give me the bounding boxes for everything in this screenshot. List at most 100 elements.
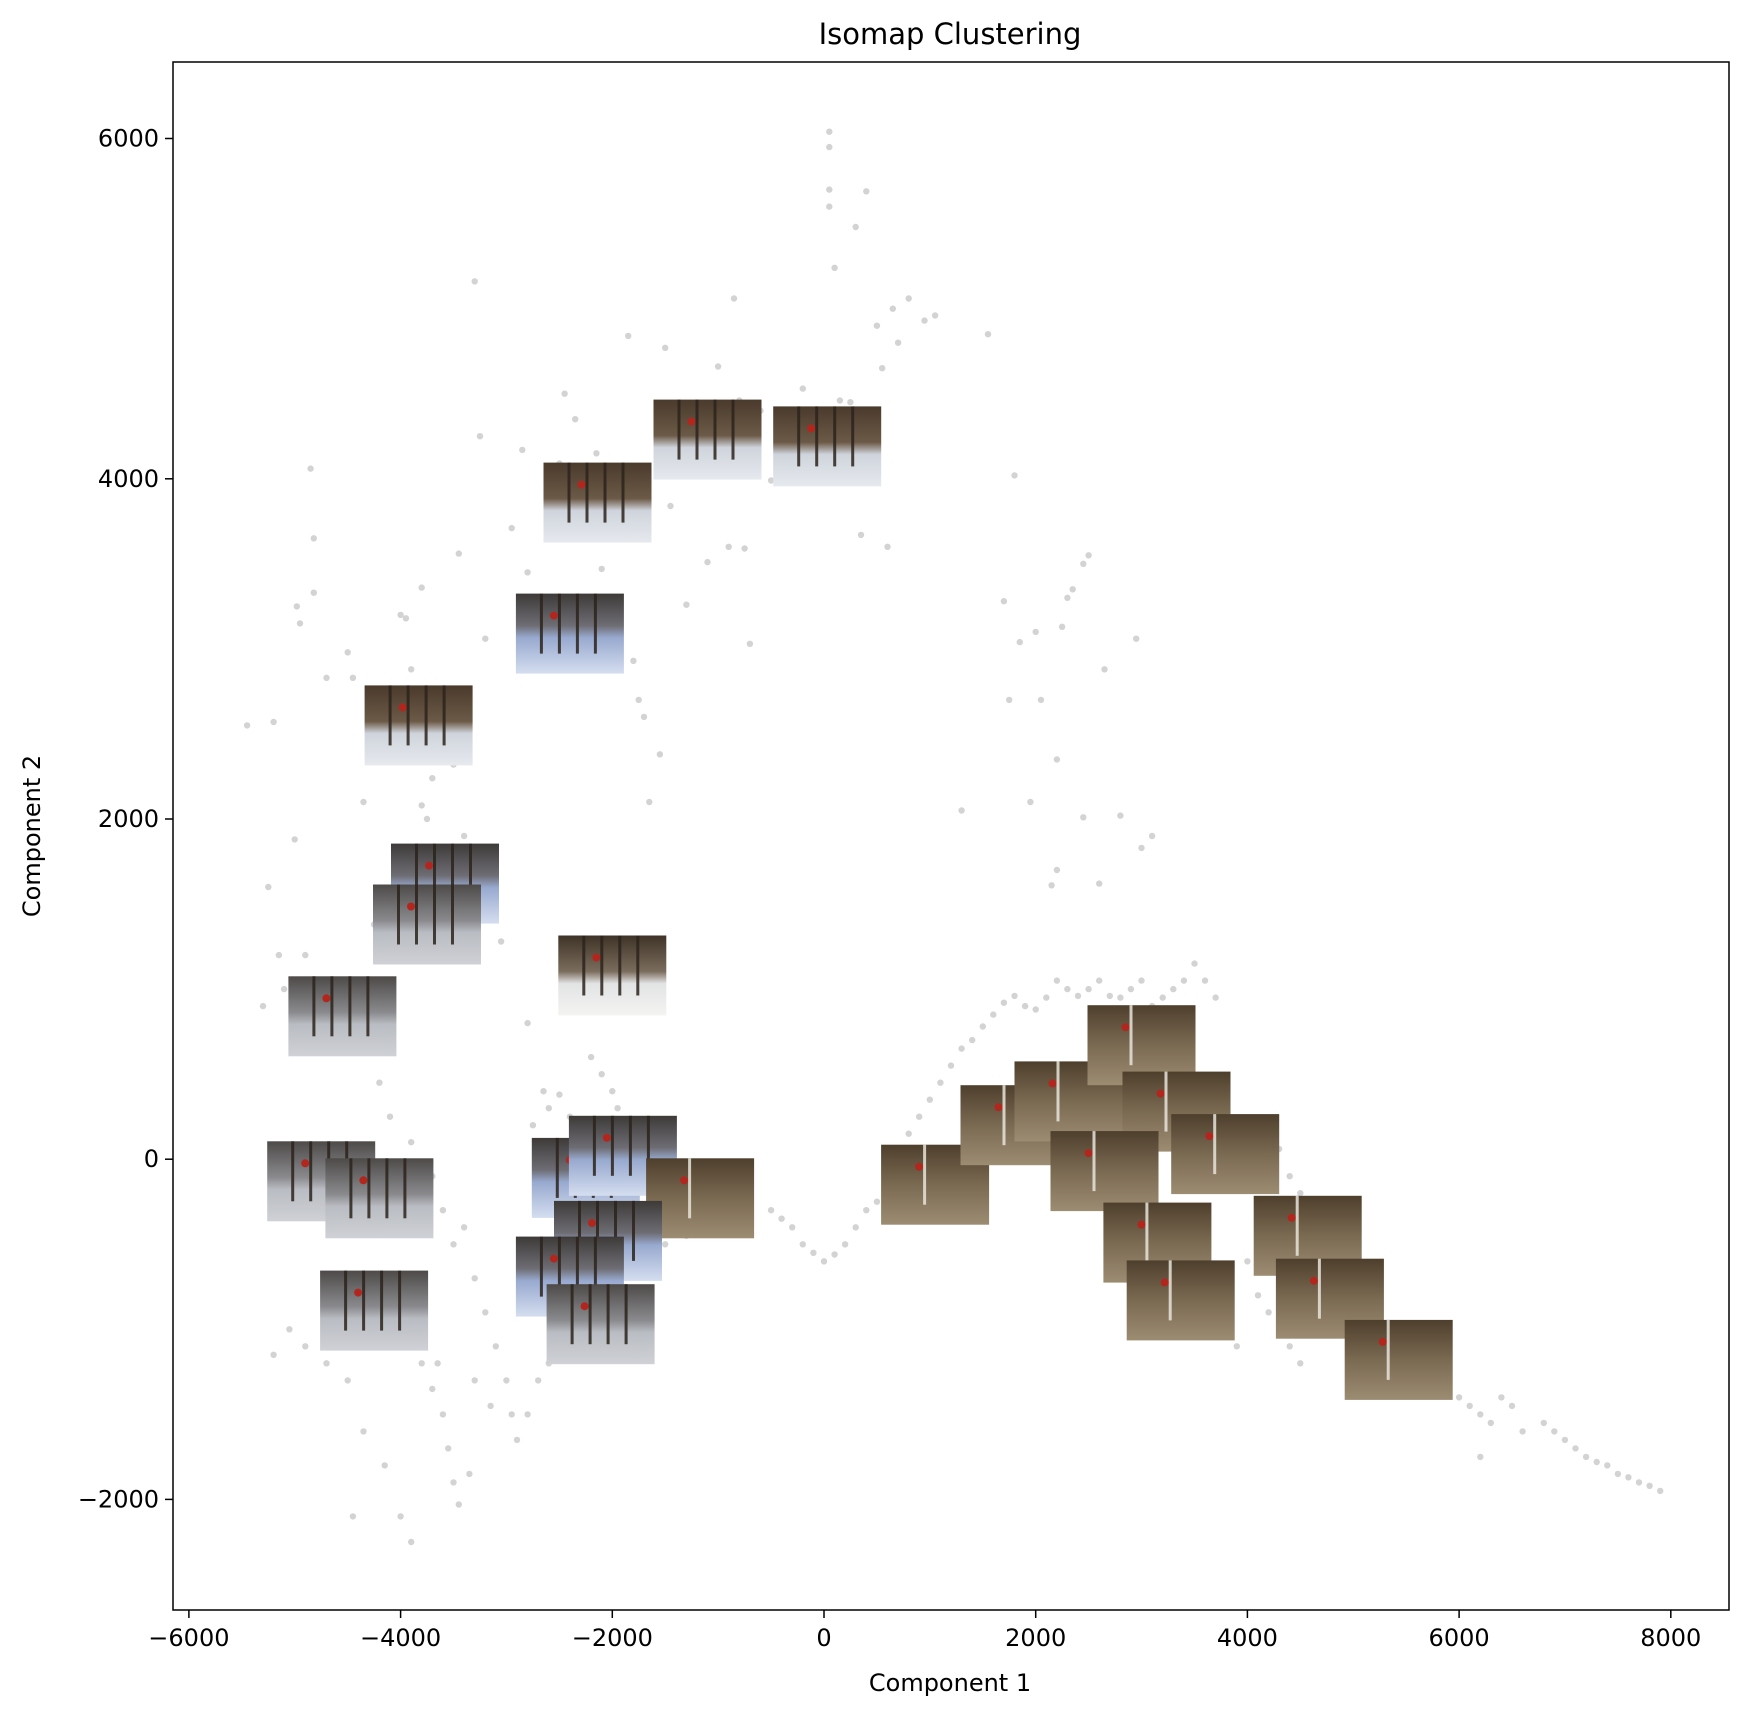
- marker-dot: [354, 1288, 363, 1297]
- data-point: [1037, 696, 1045, 704]
- data-point: [466, 1470, 473, 1478]
- data-point: [593, 450, 600, 457]
- data-point: [1117, 994, 1124, 1001]
- data-point: [714, 363, 722, 370]
- data-point: [1000, 999, 1008, 1006]
- y-tick-label: −2000: [78, 1485, 159, 1513]
- data-point: [1265, 1309, 1272, 1316]
- data-point: [889, 305, 896, 312]
- data-point: [704, 558, 711, 566]
- data-point: [429, 775, 436, 782]
- data-point: [497, 938, 505, 945]
- data-point: [310, 535, 317, 542]
- marker-dot: [1137, 1220, 1146, 1229]
- marker-dot: [1048, 1079, 1057, 1088]
- data-point: [1170, 985, 1177, 993]
- y-axis-label: Component 2: [18, 755, 46, 917]
- data-point: [482, 635, 489, 642]
- data-point: [646, 798, 653, 806]
- data-point: [1625, 1474, 1632, 1481]
- data-point: [408, 666, 415, 673]
- y-tick-label: 6000: [98, 125, 159, 153]
- data-point: [1006, 696, 1013, 704]
- data-point: [587, 1053, 595, 1061]
- data-point: [1096, 880, 1103, 887]
- data-point: [1027, 798, 1034, 806]
- data-point: [508, 1411, 515, 1418]
- plot-area-frame: [172, 61, 1730, 1611]
- data-point: [916, 1113, 923, 1120]
- marker-dot: [322, 994, 331, 1003]
- data-point: [1117, 812, 1124, 819]
- data-point: [926, 1096, 933, 1103]
- data-point: [1080, 814, 1087, 821]
- x-tick-label: 0: [816, 1624, 831, 1652]
- data-point: [455, 1501, 462, 1508]
- data-point: [450, 1479, 457, 1486]
- data-point: [905, 295, 912, 302]
- data-point: [561, 390, 568, 397]
- thumbnail-image: [558, 935, 667, 1016]
- data-point: [307, 465, 314, 472]
- data-point: [1101, 666, 1108, 673]
- data-point: [725, 543, 732, 550]
- data-point: [799, 385, 806, 392]
- data-point: [1244, 1258, 1251, 1265]
- data-point: [820, 1258, 828, 1265]
- data-point: [1138, 844, 1145, 852]
- data-point: [1053, 977, 1061, 984]
- data-point: [662, 344, 669, 351]
- data-point: [1021, 1002, 1029, 1010]
- data-point: [1106, 992, 1114, 1000]
- data-point: [476, 433, 484, 440]
- data-point: [1159, 994, 1166, 1001]
- data-point: [323, 1360, 330, 1367]
- data-point: [1074, 992, 1082, 1000]
- data-point: [1032, 628, 1039, 636]
- data-point: [852, 1224, 859, 1231]
- data-point: [1233, 1343, 1241, 1350]
- marker-dot: [1378, 1337, 1387, 1346]
- data-point: [513, 1436, 521, 1444]
- thumbnail-image: [773, 406, 882, 487]
- data-point: [291, 836, 298, 843]
- data-point: [778, 1215, 785, 1222]
- data-point: [439, 1207, 447, 1214]
- data-point: [1011, 472, 1018, 479]
- data-point: [1053, 866, 1061, 874]
- data-point: [1085, 552, 1092, 559]
- data-point: [344, 649, 351, 656]
- data-point: [1519, 1428, 1526, 1435]
- data-point: [984, 331, 992, 338]
- x-tick-label: 4000: [1217, 1624, 1278, 1652]
- data-point: [1561, 1436, 1569, 1444]
- data-point: [455, 550, 462, 557]
- data-point: [471, 1275, 478, 1282]
- data-point: [1254, 1292, 1262, 1299]
- chart-title: Isomap Clustering: [819, 17, 1082, 51]
- data-point: [873, 322, 881, 329]
- data-point: [487, 1402, 494, 1410]
- marker-dot: [994, 1103, 1003, 1112]
- data-point: [280, 985, 288, 993]
- data-point: [836, 397, 844, 404]
- data-point: [397, 611, 404, 619]
- marker-dot: [425, 861, 433, 870]
- data-point: [1646, 1482, 1653, 1490]
- data-point: [524, 1019, 531, 1027]
- data-point: [381, 1462, 388, 1469]
- data-point: [1593, 1458, 1600, 1466]
- data-point: [1508, 1402, 1516, 1410]
- data-point: [310, 589, 317, 596]
- marker-dot: [915, 1162, 924, 1171]
- data-point: [265, 883, 272, 891]
- data-point: [979, 1023, 986, 1030]
- data-point: [1455, 1394, 1463, 1401]
- data-point: [884, 543, 891, 550]
- x-tick-label: −4000: [360, 1624, 441, 1652]
- image-thumbnails: [267, 399, 1453, 1400]
- data-point: [1096, 977, 1103, 984]
- data-point: [921, 317, 928, 324]
- thumbnail-image: [320, 1270, 429, 1351]
